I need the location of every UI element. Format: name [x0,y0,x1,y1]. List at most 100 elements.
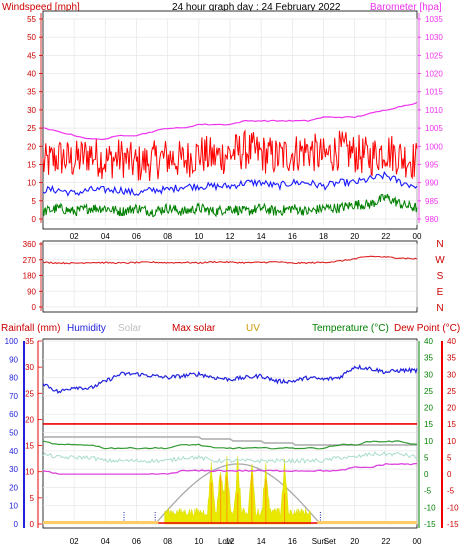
wind-right-tick-label: 1005 [425,124,443,133]
legend-uv: UV [246,323,260,334]
temperature-tick-label: -5 [424,487,432,496]
dewpoint-tick-label: 10 [447,437,456,446]
humidity-tick-label: 40 [9,447,18,456]
wind-x-tick-label: 06 [132,232,141,241]
humidity-tick-label: 0 [14,520,19,529]
wind-right-tick-label: 1015 [425,88,443,97]
dewpoint-tick-label: 25 [447,387,456,396]
direction-tick-label: 0 [32,303,37,312]
temperature-tick-label: -10 [424,503,436,512]
bottom-x-tick-label: Low [218,537,233,546]
compass-label: N [436,303,443,314]
temperature-tick-label: 5 [424,453,429,462]
rain-tick-label: 35 [25,337,34,346]
dewpoint-tick-label: -15 [447,520,459,529]
temperature-tick-label: 0 [424,470,429,479]
legend-solar: Solar [118,323,142,334]
humidity-tick-label: 50 [9,429,18,438]
bottom-x-tick-label: Set [324,537,337,546]
compass-label: W [435,255,445,266]
dewpoint-tick-label: 30 [447,370,456,379]
bottom-x-tick-label: 20 [350,537,359,546]
bottom-x-tick-label: 16 [288,537,297,546]
humidity-tick-label: 100 [5,337,19,346]
wind-right-tick-label: 1025 [425,51,443,60]
bottom-x-tick-label: 06 [132,537,141,546]
bottom-x-tick-label: 04 [101,537,110,546]
bottom-x-tick-label: 14 [257,537,266,546]
wind-right-tick-label: 980 [425,215,439,224]
wind-x-tick-label: 02 [70,232,79,241]
wind-left-tick-label: 30 [27,106,36,115]
wind-right-tick-label: 1000 [425,142,443,151]
legend-max-solar: Max solar [172,323,216,334]
wind-right-tick-label: 1035 [425,15,443,24]
temperature-tick-label: 35 [424,354,433,363]
dewpoint-tick-label: 35 [447,354,456,363]
humidity-tick-label: 30 [9,465,18,474]
wind-left-tick-label: 55 [27,15,36,24]
wind-x-tick-label: 18 [319,232,328,241]
rain-tick-label: 0 [30,520,35,529]
rain-tick-label: 15 [25,442,34,451]
wind-left-tick-label: 35 [27,88,36,97]
wind-left-tick-label: 0 [32,215,37,224]
wind-left-tick-label: 25 [27,124,36,133]
bottom-x-tick-label: 10 [194,537,203,546]
wind-right-tick-label: 985 [425,197,439,206]
bottom-x-tick-label: 02 [70,537,79,546]
temperature-tick-label: 30 [424,370,433,379]
wind-left-tick-label: 10 [27,179,36,188]
dewpoint-tick-label: -10 [447,503,459,512]
wind-x-tick-label: 22 [381,232,390,241]
wind-right-tick-label: 1030 [425,33,443,42]
temperature-tick-label: 15 [424,420,433,429]
wind-x-tick-label: 10 [194,232,203,241]
wind-left-tick-label: 15 [27,160,36,169]
compass-label: E [437,287,444,298]
wind-right-tick-label: 1020 [425,70,443,79]
dewpoint-tick-label: 40 [447,337,456,346]
dewpoint-tick-label: 20 [447,404,456,413]
direction-tick-label: 90 [27,287,36,296]
direction-tick-label: 360 [23,240,37,249]
wind-right-tick-label: 995 [425,160,439,169]
humidity-tick-label: 60 [9,410,18,419]
rain-tick-label: 5 [30,494,35,503]
chart-marks: 5550454035302520151050103510301025102010… [5,13,459,546]
legend-temperature: Temperature (°C) [312,323,389,334]
dewpoint-tick-label: 0 [447,470,452,479]
night-band-right [317,521,417,524]
compass-label: N [436,239,443,250]
bottom-x-tick-label: 08 [163,537,172,546]
temperature-tick-label: -15 [424,520,436,529]
bottom-x-tick-label: 12 [226,537,235,546]
temperature-series-line [42,440,418,450]
night-band-left [43,521,159,524]
legend-dewpoint: Dew Point (°C) [394,323,460,334]
legend-rainfall: Rainfall (mm) [1,323,60,334]
windspeed-title: Windspeed [mph] [2,2,80,13]
temperature-tick-label: 25 [424,387,433,396]
humidity-tick-label: 10 [9,502,18,511]
wind-left-tick-label: 20 [27,142,36,151]
average-series-line [42,170,418,197]
wind-x-tick-label: 16 [288,232,297,241]
wind-x-tick-label: 08 [163,232,172,241]
direction-series-line [42,255,418,265]
temperature-tick-label: 20 [424,404,433,413]
wind-x-tick-label: 20 [350,232,359,241]
direction-tick-label: 180 [23,272,37,281]
wind-x-tick-label: 14 [257,232,266,241]
humidity-tick-label: 70 [9,392,18,401]
humidity-tick-label: 20 [9,483,18,492]
rain-tick-label: 10 [25,468,34,477]
rain-tick-label: 30 [25,363,34,372]
legend-humidity: Humidity [67,323,106,334]
wind-x-tick-label: 00 [413,232,422,241]
bottom-x-tick-label: 22 [381,537,390,546]
barometer-series-line [42,101,418,141]
humidity-tick-label: 90 [9,355,18,364]
wind-x-tick-label: 04 [101,232,110,241]
